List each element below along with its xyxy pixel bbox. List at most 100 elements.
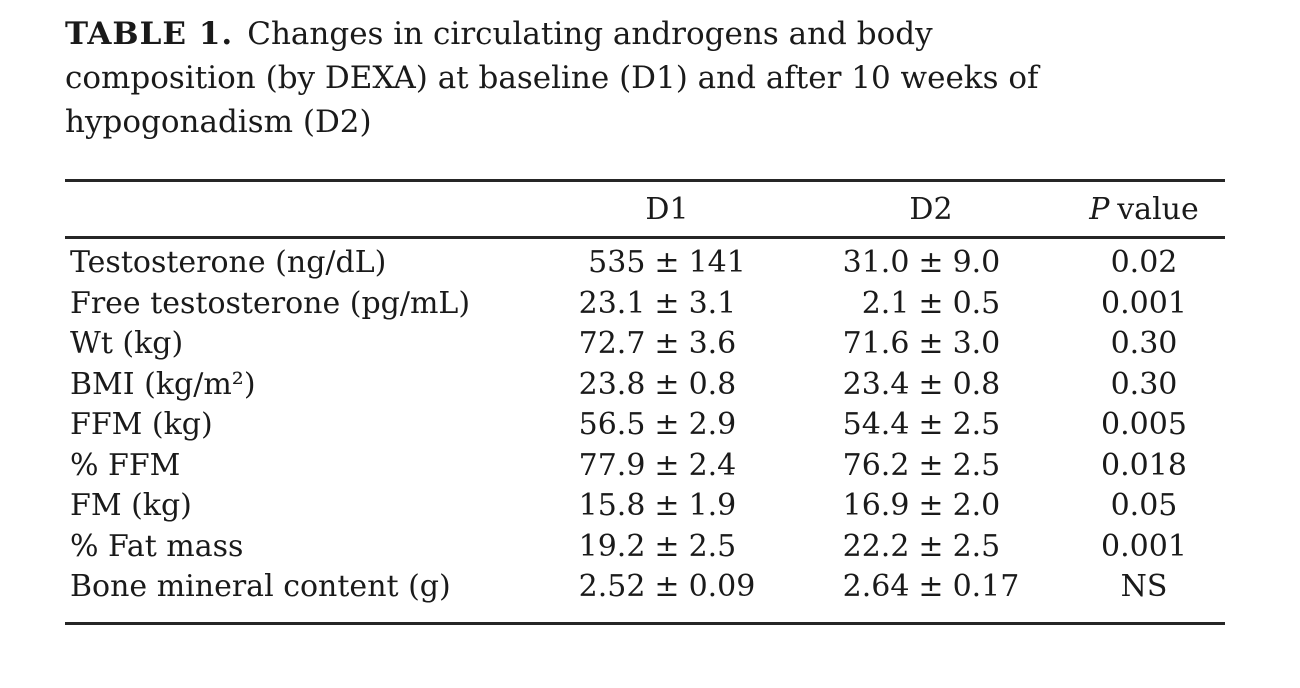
p-value-cell: 0.018 [1101,447,1187,483]
d1-sd: 0.8 [688,366,737,402]
table-row: Free testosterone (pg/mL) 23.1 ± 3.1 2.1… [65,284,1225,325]
header-p-rest: value [1117,191,1199,227]
table-caption: TABLE 1. Changes in circulating androgens… [65,12,1245,144]
table-row: % Fat mass 19.2 ± 2.5 22.2 ± 2.5 0.001 [65,527,1225,568]
d2-sd: 0.8 [952,366,1001,402]
p-value-cell: NS [1120,569,1168,604]
row-label: FFM (kg) [70,407,213,442]
d2-sd: 0.17 [952,569,1020,604]
d1-mean: 15.8 [578,488,646,523]
d1-sd: 2.9 [688,407,737,442]
d1-mean: 23.1 [578,285,646,321]
d1-sd: 141 [688,245,746,280]
d1-sd: 0.09 [688,569,756,604]
row-label: Bone mineral content (g) [70,569,451,604]
table-row: FM (kg) 15.8 ± 1.9 16.9 ± 2.0 0.05 [65,486,1225,527]
plus-minus-icon: ± [918,447,944,483]
d2-mean: 54.4 [842,407,910,442]
d1-sd: 3.1 [688,285,737,321]
row-label: % FFM [70,447,181,483]
plus-minus-icon: ± [918,366,944,402]
plus-minus-icon: ± [654,447,680,483]
row-label: % Fat mass [70,528,244,564]
row-label: FM (kg) [70,488,192,523]
table-row: % FFM 77.9 ± 2.4 76.2 ± 2.5 0.018 [65,446,1225,487]
d1-sd: 3.6 [688,326,737,361]
caption-line-2: composition (by DEXA) at baseline (D1) a… [65,60,1039,96]
d2-value-cell: 76.2 ± 2.5 [799,446,1063,487]
header-d2: D2 [909,191,953,227]
plus-minus-icon: ± [654,569,680,604]
caption-table-label: TABLE 1. [65,16,234,52]
p-value-cell: 0.001 [1101,528,1187,564]
row-label: Free testosterone (pg/mL) [70,285,471,321]
caption-line-1: TABLE 1. Changes in circulating androgens… [65,12,1245,56]
table-rule-bottom [65,621,1225,625]
d2-value-cell: 54.4 ± 2.5 [799,405,1063,446]
d2-mean: 2.64 [842,569,910,604]
d1-value-cell: 72.7 ± 3.6 [535,324,799,365]
plus-minus-icon: ± [654,326,680,361]
plus-minus-icon: ± [918,407,944,442]
d2-mean: 22.2 [842,528,910,564]
caption-text-1: Changes in circulating androgens and bod… [247,16,933,52]
d1-mean: 19.2 [578,528,646,564]
d2-value-cell: 23.4 ± 0.8 [799,365,1063,406]
d2-sd: 2.5 [952,407,1001,442]
plus-minus-icon: ± [654,528,680,564]
d2-mean: 76.2 [842,447,910,483]
d2-mean: 31.0 [842,245,910,280]
plus-minus-icon: ± [654,366,680,402]
table-row: BMI (kg/m²) 23.8 ± 0.8 23.4 ± 0.8 0.30 [65,365,1225,406]
plus-minus-icon: ± [918,326,944,361]
plus-minus-icon: ± [654,285,680,321]
d1-value-cell: 2.52 ± 0.09 [535,567,799,608]
p-value-cell: 0.30 [1110,326,1178,361]
d1-mean: 72.7 [578,326,646,361]
plus-minus-icon: ± [654,488,680,523]
p-value-cell: 0.02 [1110,245,1178,280]
plus-minus-icon: ± [918,245,944,280]
d1-mean: 535 [588,245,646,280]
table-row: Wt (kg) 72.7 ± 3.6 71.6 ± 3.0 0.30 [65,324,1225,365]
d1-value-cell: 23.8 ± 0.8 [535,365,799,406]
caption-line-3: hypogonadism (D2) [65,104,372,140]
d2-sd: 2.5 [952,528,1001,564]
plus-minus-icon: ± [918,488,944,523]
d1-value-cell: 23.1 ± 3.1 [535,284,799,325]
table-row: Bone mineral content (g) 2.52 ± 0.09 2.6… [65,567,1225,608]
d2-mean: 2.1 [861,285,910,321]
row-label: Testosterone (ng/dL) [70,245,387,280]
d2-sd: 2.0 [952,488,1001,523]
d1-mean: 56.5 [578,407,646,442]
d2-value-cell: 31.0 ± 9.0 [799,243,1063,284]
p-value-cell: 0.005 [1101,407,1187,442]
d2-sd: 3.0 [952,326,1001,361]
p-value-cell: 0.30 [1110,366,1178,402]
d1-value-cell: 19.2 ± 2.5 [535,527,799,568]
d2-mean: 16.9 [842,488,910,523]
row-label: Wt (kg) [70,326,184,361]
d1-mean: 23.8 [578,366,646,402]
row-label: BMI (kg/m²) [70,366,256,402]
d2-mean: 23.4 [842,366,910,402]
d1-value-cell: 77.9 ± 2.4 [535,446,799,487]
d1-sd: 2.4 [688,447,737,483]
d2-value-cell: 16.9 ± 2.0 [799,486,1063,527]
d2-value-cell: 2.64 ± 0.17 [799,567,1063,608]
d1-sd: 1.9 [688,488,737,523]
p-value-cell: 0.05 [1110,488,1178,523]
d1-mean: 2.52 [578,569,646,604]
d2-value-cell: 22.2 ± 2.5 [799,527,1063,568]
plus-minus-icon: ± [918,528,944,564]
table-row: FFM (kg) 56.5 ± 2.9 54.4 ± 2.5 0.005 [65,405,1225,446]
table-body: Testosterone (ng/dL) 535 ± 141 31.0 ± 9.… [65,239,1225,622]
d1-value-cell: 535 ± 141 [535,243,799,284]
d2-sd: 9.0 [952,245,1001,280]
d2-sd: 2.5 [952,447,1001,483]
table-rule-top [65,179,1225,182]
